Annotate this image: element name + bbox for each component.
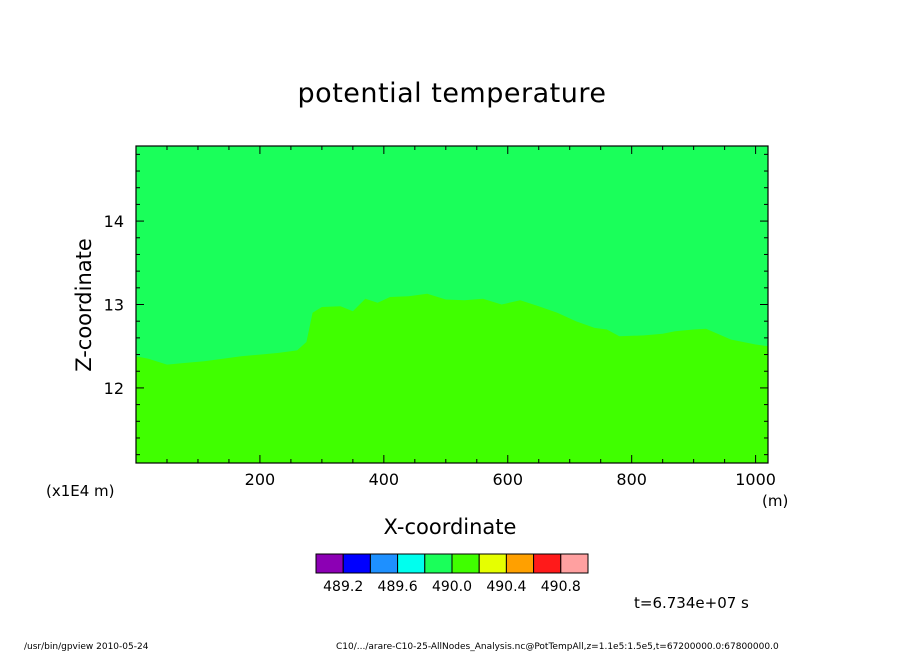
- colorbar-tick-label: 490.4: [486, 579, 526, 595]
- x-axis-label: X-coordinate: [0, 515, 904, 539]
- x-axis-label-text: X-coordinate: [383, 515, 517, 539]
- colorbar-tick-label: 489.2: [323, 579, 363, 595]
- colorbar-tick-label: 490.0: [432, 579, 472, 595]
- lower-region: [136, 293, 768, 463]
- x-tick-label: 1000: [735, 470, 776, 489]
- colorbar-swatch: [397, 553, 426, 574]
- colorbar-swatch: [342, 553, 371, 574]
- footer-data-source: C10/.../arare-C10-25-AllNodes_Analysis.n…: [336, 642, 779, 652]
- colorbar: 489.2 489.6 490.0 490.4 490.8: [315, 553, 589, 595]
- y-axis-label: Z-coordinate: [72, 238, 96, 372]
- x-tick-label: 800: [616, 470, 647, 489]
- colorbar-swatch: [369, 553, 399, 574]
- plot-axes: 200 400 600 800 1000 12 13 14: [104, 145, 776, 489]
- y-tick-label: 14: [104, 212, 124, 231]
- colorbar-swatch: [560, 553, 589, 574]
- colorbar-tick-label: 489.6: [378, 579, 418, 595]
- colorbar-swatch: [533, 553, 562, 574]
- x-tick-label: 400: [369, 470, 400, 489]
- x-axis-unit: (m): [762, 492, 789, 510]
- colorbar-swatch: [505, 553, 535, 574]
- colorbar-tick-label: 490.8: [541, 579, 581, 595]
- y-tick-label: 12: [104, 379, 124, 398]
- colorbar-swatch: [424, 553, 453, 574]
- chart-title: potential temperature: [297, 78, 607, 109]
- colorbar-swatch: [478, 553, 507, 574]
- y-axis-unit: (x1E4 m): [46, 482, 115, 500]
- x-tick-label: 200: [245, 470, 276, 489]
- colorbar-swatch: [315, 553, 344, 574]
- time-annotation: t=6.734e+07 s: [634, 594, 749, 612]
- colorbar-swatch: [451, 553, 480, 574]
- heatmap-field: [136, 146, 768, 463]
- y-tick-label: 13: [104, 296, 124, 315]
- x-tick-label: 600: [492, 470, 523, 489]
- footer-program-date: /usr/bin/gpview 2010-05-24: [24, 642, 149, 652]
